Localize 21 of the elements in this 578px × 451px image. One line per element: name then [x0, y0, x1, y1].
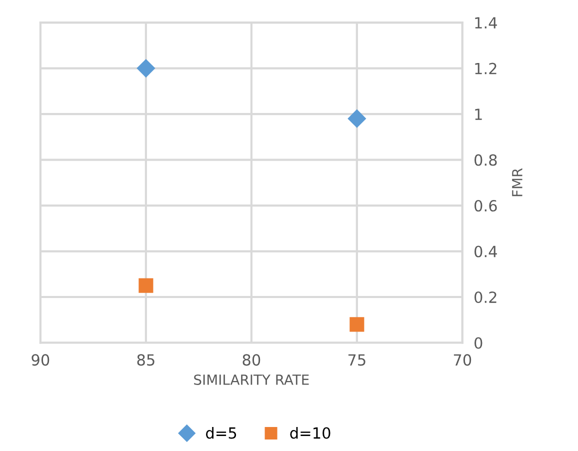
- x-tick-label: 80: [242, 354, 260, 366]
- y-tick-label: 0: [474, 337, 482, 349]
- y-tick-label: 1.2: [475, 62, 496, 74]
- y-tick-label: 1: [475, 108, 482, 120]
- y-tick-label: 0.8: [474, 154, 497, 166]
- y-tick-label: 0.4: [474, 246, 497, 258]
- point: [350, 317, 364, 332]
- x-tick-label: 85: [137, 354, 154, 366]
- legend-label: d=5: [206, 426, 236, 439]
- point: [348, 109, 366, 128]
- x-tick-label: 70: [454, 354, 472, 366]
- x-tick-label: 75: [348, 354, 366, 366]
- legend-label: d=10: [290, 426, 330, 439]
- point: [138, 278, 154, 293]
- y-tick-label: 0.6: [474, 200, 497, 212]
- y-axis-title: FMR: [512, 168, 522, 196]
- x-axis-title: SIMILARITY RATE: [194, 374, 309, 385]
- y-tick-label: 0.2: [474, 291, 496, 304]
- x-tick-label: 90: [32, 354, 50, 366]
- y-tick-label: 1.4: [475, 17, 497, 28]
- point: [136, 58, 156, 78]
